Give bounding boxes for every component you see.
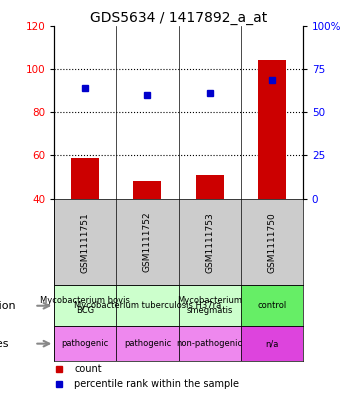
Text: Mycobacterium
smegmatis: Mycobacterium smegmatis xyxy=(177,296,242,316)
Bar xyxy=(258,60,286,199)
Text: infection: infection xyxy=(0,301,16,311)
Text: count: count xyxy=(74,364,102,374)
Text: Mycobacterium tuberculosis H37ra: Mycobacterium tuberculosis H37ra xyxy=(74,301,221,310)
Text: non-pathogenic: non-pathogenic xyxy=(176,339,243,348)
Bar xyxy=(196,175,224,199)
Bar xyxy=(116,285,178,326)
Bar xyxy=(54,285,116,326)
Bar xyxy=(133,182,161,199)
Text: pathogenic: pathogenic xyxy=(124,339,171,348)
Text: GSM1111751: GSM1111751 xyxy=(81,212,90,272)
Text: n/a: n/a xyxy=(265,339,278,348)
Bar xyxy=(241,326,303,361)
Text: pathogenic: pathogenic xyxy=(62,339,109,348)
Text: percentile rank within the sample: percentile rank within the sample xyxy=(74,378,239,389)
Bar xyxy=(178,326,241,361)
Text: Mycobacterium bovis
BCG: Mycobacterium bovis BCG xyxy=(40,296,130,316)
Text: GSM1111753: GSM1111753 xyxy=(205,212,214,272)
Bar xyxy=(178,285,241,326)
Bar xyxy=(54,326,116,361)
Text: control: control xyxy=(257,301,286,310)
Text: GSM1111752: GSM1111752 xyxy=(143,212,152,272)
Bar xyxy=(241,285,303,326)
Text: species: species xyxy=(0,339,9,349)
Text: GSM1111750: GSM1111750 xyxy=(267,212,276,272)
Bar xyxy=(116,326,178,361)
Bar xyxy=(71,158,99,199)
Title: GDS5634 / 1417892_a_at: GDS5634 / 1417892_a_at xyxy=(90,11,267,24)
